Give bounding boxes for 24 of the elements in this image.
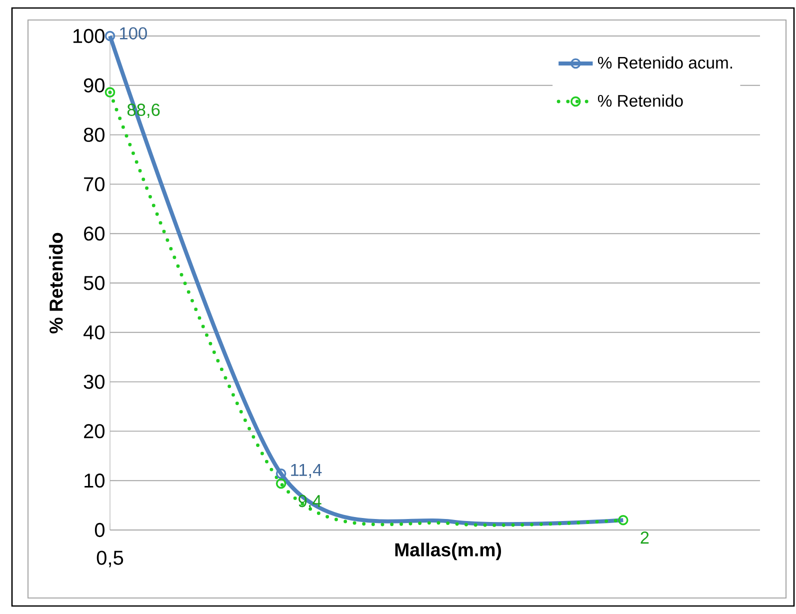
y-tick-label: 100 [73, 28, 104, 44]
legend-label: % Retenido acum. [598, 56, 732, 69]
y-tick-label: 0 [94, 522, 104, 538]
x-tick-label: 0,5 [96, 550, 124, 568]
y-tick-label: 30 [84, 374, 104, 389]
point [276, 468, 286, 479]
y-tick-label: 10 [84, 474, 104, 488]
data-label: 11,4 [291, 464, 322, 478]
data-label: 100 [120, 27, 147, 40]
point [618, 514, 628, 526]
y-tick-label: 70 [84, 177, 104, 192]
data-label: 2 [640, 531, 649, 544]
y-axis-title: % Retenido [49, 232, 63, 334]
y-tick-label: 50 [84, 276, 104, 290]
point [276, 478, 286, 489]
y-tick-label: 80 [84, 128, 104, 142]
y-tick-label: 90 [84, 78, 104, 92]
legend-label: % Retenido [598, 94, 683, 107]
x-axis-title: Mallas(m.m) [395, 542, 502, 560]
point [104, 30, 116, 42]
y-tick-label: 20 [84, 424, 104, 438]
y-tick-label: 60 [84, 226, 104, 241]
y-tick-label: 40 [84, 325, 104, 340]
point [104, 87, 116, 98]
